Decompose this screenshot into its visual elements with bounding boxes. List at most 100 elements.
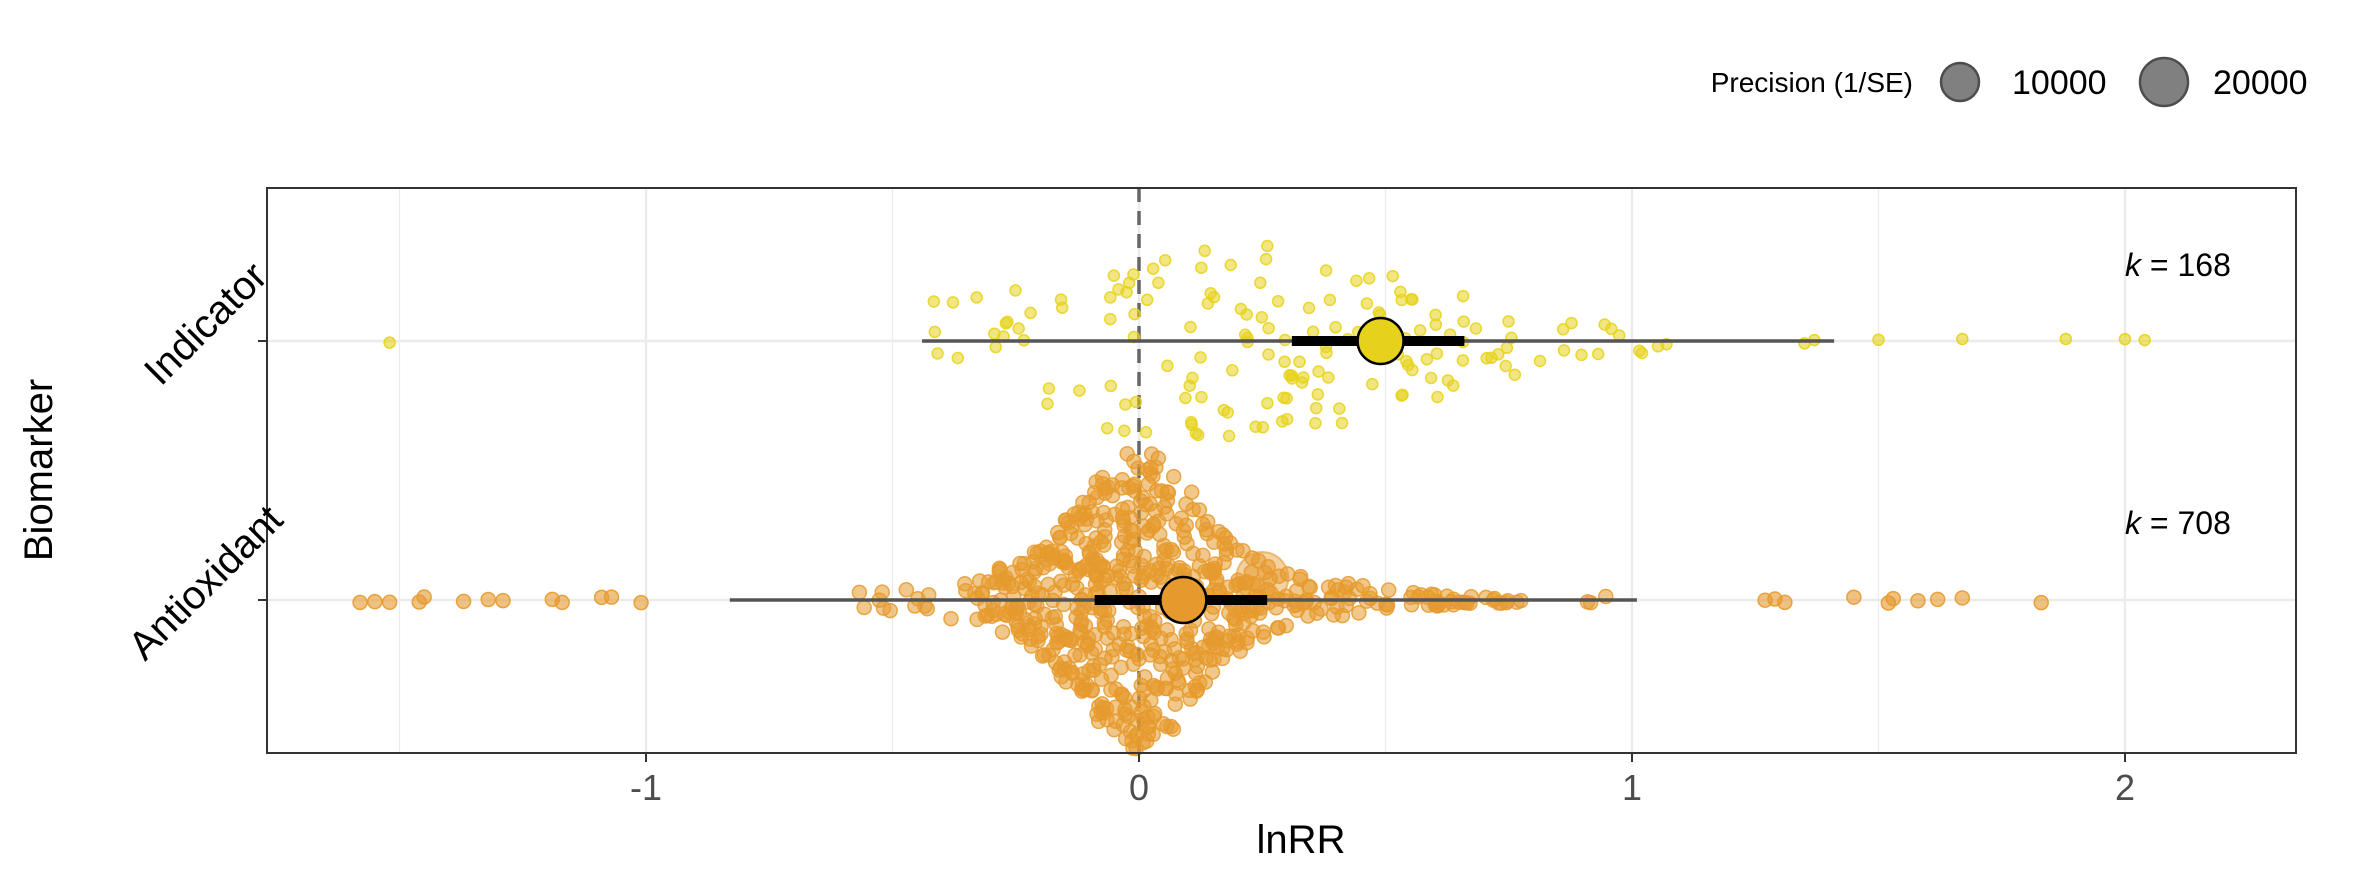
- data-point: [1910, 593, 1926, 609]
- data-point: [1126, 476, 1143, 493]
- data-point: [1163, 632, 1179, 648]
- data-point: [1104, 477, 1121, 493]
- data-point: [1091, 698, 1107, 715]
- data-point: [1118, 424, 1131, 438]
- data-point: [1238, 328, 1252, 342]
- data-point: [1030, 632, 1046, 649]
- data-point: [1311, 388, 1325, 401]
- data-point: [1112, 283, 1125, 296]
- data-point: [1405, 292, 1418, 306]
- data-point: [1293, 355, 1306, 369]
- data-point: [1041, 397, 1054, 410]
- data-point: [1420, 352, 1434, 366]
- data-point: [1195, 390, 1208, 404]
- data-point: [1057, 631, 1074, 647]
- data-point: [2033, 594, 2049, 611]
- data-point: [1159, 492, 1176, 509]
- data-point: [1236, 615, 1252, 631]
- data-point: [991, 560, 1008, 577]
- data-point: [1219, 641, 1235, 658]
- data-point: [1042, 382, 1056, 395]
- data-point: [1198, 244, 1211, 258]
- data-point: [480, 591, 496, 608]
- x-tick-label: -1: [630, 767, 662, 808]
- legend-circle-large: [2138, 56, 2190, 108]
- data-point: [1185, 501, 1201, 518]
- data-point: [1195, 547, 1211, 564]
- data-point: [1259, 252, 1273, 266]
- data-point: [898, 582, 915, 598]
- x-axis: -1 0 1 2: [630, 753, 2135, 808]
- data-point: [1292, 568, 1309, 585]
- data-point: [1125, 558, 1142, 574]
- data-point: [1249, 420, 1262, 433]
- data-point: [1362, 272, 1376, 285]
- data-point: [1579, 594, 1596, 610]
- legend-title: Precision (1/SE): [1711, 67, 1913, 98]
- y-category-label: Antioxidant: [120, 497, 291, 668]
- y-category-label: Indicator: [136, 254, 276, 394]
- data-point: [1103, 667, 1119, 684]
- data-point: [1254, 276, 1267, 290]
- data-point: [1076, 634, 1093, 650]
- data-point: [1333, 402, 1346, 415]
- data-point: [1557, 344, 1571, 357]
- data-point: [970, 291, 983, 304]
- data-point: [1229, 542, 1245, 558]
- data-point: [988, 327, 1001, 340]
- data-point: [1140, 293, 1154, 307]
- y-axis-title: Biomarker: [17, 379, 61, 561]
- data-point: [1312, 365, 1325, 378]
- data-point: [1120, 639, 1136, 655]
- data-point: [1113, 659, 1129, 676]
- data-point: [1183, 379, 1196, 392]
- data-point: [985, 594, 1001, 611]
- data-point: [1116, 689, 1133, 706]
- series-layer: [352, 239, 2151, 757]
- data-point: [1201, 297, 1215, 310]
- data-point: [1591, 347, 1605, 361]
- data-point: [1084, 682, 1100, 698]
- data-point: [1446, 379, 1460, 392]
- data-point: [1024, 306, 1037, 320]
- data-point: [1159, 718, 1175, 735]
- data-point: [1191, 675, 1208, 691]
- data-point: [1070, 504, 1087, 520]
- data-point: [1271, 568, 1287, 584]
- data-point: [1262, 321, 1275, 335]
- data-point: [1929, 591, 1946, 608]
- data-point: [1226, 364, 1239, 377]
- data-point: [994, 624, 1011, 640]
- x-tick-label: 2: [2115, 767, 2135, 808]
- data-point: [1174, 651, 1191, 667]
- data-points-indicator: [383, 239, 2151, 443]
- data-point: [1189, 427, 1203, 440]
- data-point: [1194, 351, 1207, 364]
- data-point: [1100, 421, 1114, 435]
- data-point: [1047, 654, 1064, 671]
- data-point: [1171, 675, 1187, 691]
- mean-estimate: [1356, 316, 1405, 366]
- data-point: [1165, 468, 1182, 485]
- data-point: [1335, 416, 1349, 430]
- data-point: [1119, 398, 1132, 411]
- data-point: [1161, 359, 1174, 373]
- data-point: [381, 594, 398, 611]
- data-point: [943, 610, 959, 627]
- data-point: [1255, 311, 1269, 324]
- data-point: [927, 295, 941, 308]
- data-point: [1280, 392, 1293, 405]
- data-point: [1386, 269, 1399, 283]
- data-point: [1280, 412, 1294, 426]
- data-point: [1499, 359, 1512, 373]
- data-point: [1575, 348, 1588, 362]
- k-label-symbol: k: [2125, 247, 2143, 283]
- k-label: k = 708: [2125, 505, 2231, 541]
- y-axis: Indicator Antioxidant: [120, 254, 291, 668]
- data-point: [1954, 590, 1971, 606]
- data-point: [1120, 499, 1136, 516]
- data-point: [1257, 564, 1273, 581]
- data-point: [1598, 318, 1611, 331]
